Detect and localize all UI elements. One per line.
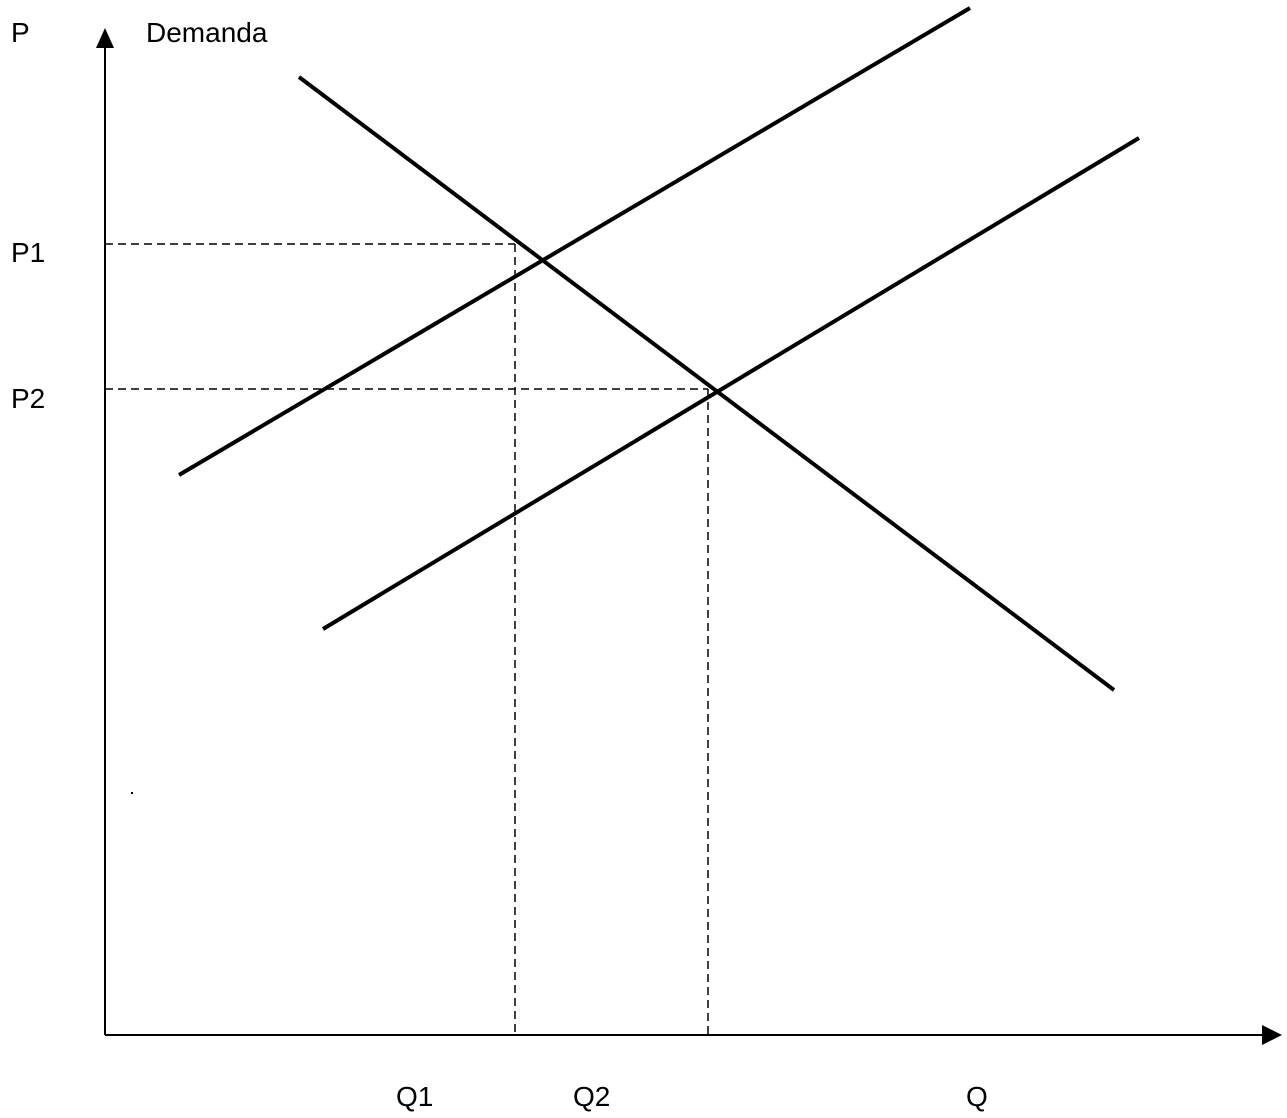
supply-curve-shifted	[321, 136, 1141, 631]
supply-curve-original	[177, 6, 972, 477]
q1-label: Q1	[396, 1081, 433, 1112]
q2-label: Q2	[573, 1081, 610, 1112]
quantity-axis-label: Q	[966, 1081, 988, 1112]
demand-curve	[297, 75, 1116, 692]
price-axis-label: P	[11, 17, 30, 48]
p1-label: P1	[11, 237, 45, 268]
demand-label: Demanda	[146, 17, 268, 48]
stray-dot	[131, 792, 133, 794]
price-axis-arrowhead	[96, 28, 114, 48]
quantity-axis-arrowhead	[1262, 1025, 1282, 1045]
p2-label: P2	[11, 383, 45, 414]
